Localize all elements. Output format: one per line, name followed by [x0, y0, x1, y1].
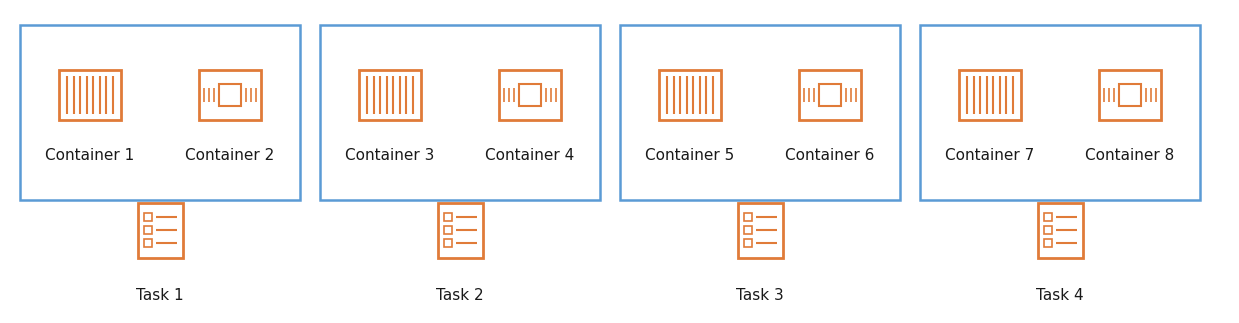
Text: Task 3: Task 3	[736, 287, 784, 303]
Bar	[743, 239, 752, 247]
Bar	[437, 203, 482, 257]
Bar	[359, 70, 421, 120]
Bar	[737, 203, 783, 257]
Bar	[144, 226, 151, 234]
Bar	[444, 226, 451, 234]
Bar	[138, 203, 182, 257]
Text: Task 2: Task 2	[436, 287, 483, 303]
Bar	[743, 213, 752, 221]
Bar	[959, 70, 1021, 120]
Bar	[1119, 84, 1141, 106]
Text: Task 4: Task 4	[1036, 287, 1084, 303]
Bar	[519, 84, 541, 106]
Text: Task 1: Task 1	[136, 287, 183, 303]
Bar	[921, 25, 1201, 200]
Bar	[819, 84, 841, 106]
Text: Container 4: Container 4	[486, 148, 575, 162]
Bar	[1043, 213, 1052, 221]
Bar	[144, 213, 151, 221]
Text: Container 6: Container 6	[786, 148, 875, 162]
Bar	[1043, 239, 1052, 247]
Bar	[444, 239, 451, 247]
Bar	[499, 70, 561, 120]
Bar	[659, 70, 721, 120]
Bar	[1037, 203, 1083, 257]
Bar	[59, 70, 121, 120]
Text: Container 7: Container 7	[945, 148, 1035, 162]
Text: Container 3: Container 3	[346, 148, 435, 162]
Bar	[743, 226, 752, 234]
Bar	[1099, 70, 1161, 120]
Text: Container 8: Container 8	[1085, 148, 1175, 162]
Bar	[199, 70, 261, 120]
Bar	[620, 25, 900, 200]
Bar	[320, 25, 600, 200]
Bar	[144, 239, 151, 247]
Bar	[1043, 226, 1052, 234]
Bar	[20, 25, 300, 200]
Text: Container 5: Container 5	[646, 148, 735, 162]
Text: Container 1: Container 1	[46, 148, 135, 162]
Bar	[799, 70, 861, 120]
Text: Container 2: Container 2	[186, 148, 275, 162]
Bar	[219, 84, 242, 106]
Bar	[444, 213, 451, 221]
